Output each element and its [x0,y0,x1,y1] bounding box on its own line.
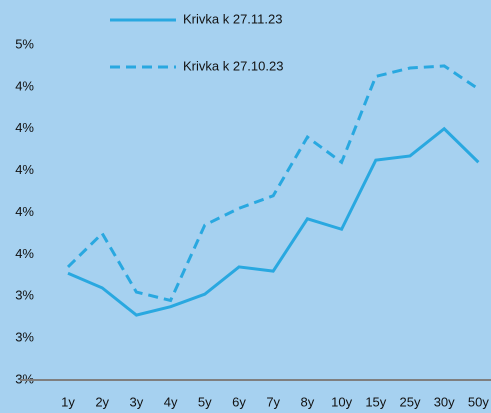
y-tick-label: 4% [15,162,34,177]
x-tick-label: 3y [130,394,144,409]
x-tick-label: 5y [198,394,212,409]
y-tick-label: 5% [15,36,34,51]
y-tick-label: 4% [15,78,34,93]
x-tick-label: 50y [468,394,489,409]
y-tick-label: 4% [15,120,34,135]
x-tick-label: 25y [400,394,421,409]
x-tick-label: 10y [331,394,352,409]
y-tick-label: 4% [15,204,34,219]
x-tick-label: 15y [365,394,386,409]
x-tick-label: 6y [232,394,246,409]
legend-label: Krivka k 27.10.23 [183,58,283,73]
x-tick-label: 4y [164,394,178,409]
x-tick-label: 2y [95,394,109,409]
legend-label: Krivka k 27.11.23 [183,11,282,26]
x-tick-label: 8y [301,394,315,409]
x-tick-label: 7y [266,394,280,409]
y-tick-label: 4% [15,246,34,261]
y-tick-label: 3% [15,288,34,303]
y-tick-label: 3% [15,330,34,345]
x-tick-label: 30y [434,394,455,409]
x-tick-label: 1y [61,394,75,409]
series-line [66,64,480,303]
series-line [67,126,480,317]
y-tick-label: 3% [15,371,34,386]
